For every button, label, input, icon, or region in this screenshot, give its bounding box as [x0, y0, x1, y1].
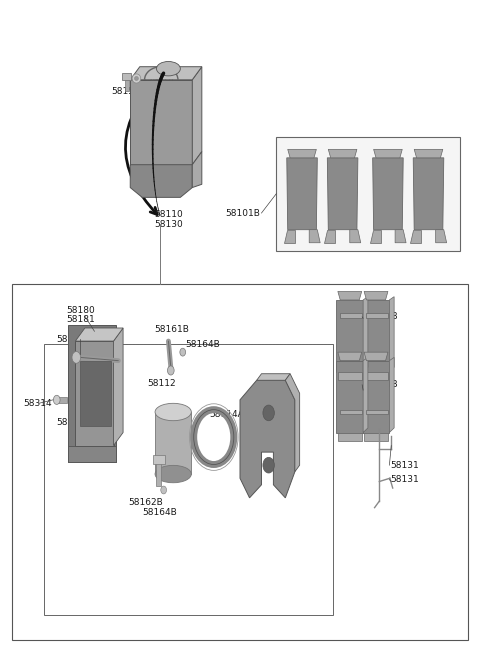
Polygon shape: [366, 313, 388, 318]
Polygon shape: [373, 150, 402, 158]
Polygon shape: [153, 455, 165, 464]
Polygon shape: [338, 432, 362, 441]
Polygon shape: [130, 165, 192, 197]
Text: 58131: 58131: [390, 461, 419, 470]
Polygon shape: [284, 230, 295, 243]
Polygon shape: [130, 67, 202, 80]
Polygon shape: [364, 352, 388, 361]
Polygon shape: [75, 328, 123, 341]
Text: 58112: 58112: [147, 379, 176, 388]
Circle shape: [180, 348, 186, 356]
Ellipse shape: [156, 62, 180, 76]
Circle shape: [72, 352, 81, 363]
Text: 58180: 58180: [66, 306, 95, 315]
Text: 58144B: 58144B: [363, 312, 398, 321]
Ellipse shape: [134, 77, 138, 81]
Text: 58181: 58181: [66, 315, 95, 324]
Text: 58101B: 58101B: [226, 209, 261, 218]
Polygon shape: [309, 230, 320, 243]
Polygon shape: [80, 361, 111, 426]
Text: 58125F: 58125F: [56, 419, 90, 427]
Polygon shape: [327, 158, 358, 230]
Bar: [44, 344, 333, 615]
Polygon shape: [410, 230, 421, 243]
Ellipse shape: [132, 74, 141, 83]
Polygon shape: [324, 230, 336, 243]
Polygon shape: [336, 300, 363, 372]
Polygon shape: [389, 297, 394, 372]
Polygon shape: [240, 380, 295, 498]
Text: 58110: 58110: [154, 211, 183, 220]
Text: 58144B: 58144B: [363, 380, 398, 389]
Polygon shape: [436, 230, 446, 243]
Text: 58161B: 58161B: [154, 325, 189, 335]
Text: 58162B: 58162B: [128, 498, 163, 507]
Polygon shape: [192, 152, 202, 188]
Ellipse shape: [155, 465, 192, 483]
Polygon shape: [363, 300, 389, 372]
Polygon shape: [257, 374, 290, 380]
Text: 58114A: 58114A: [209, 410, 244, 419]
Polygon shape: [68, 325, 116, 462]
Polygon shape: [370, 230, 381, 243]
Polygon shape: [338, 291, 362, 300]
Polygon shape: [336, 361, 363, 432]
Circle shape: [263, 405, 275, 420]
Polygon shape: [130, 80, 192, 165]
Polygon shape: [363, 361, 389, 432]
Polygon shape: [114, 328, 123, 445]
Polygon shape: [338, 352, 362, 361]
Polygon shape: [58, 397, 67, 403]
Polygon shape: [350, 230, 361, 243]
Polygon shape: [75, 341, 114, 445]
Polygon shape: [340, 313, 362, 318]
Polygon shape: [68, 445, 116, 462]
Polygon shape: [364, 432, 388, 441]
Polygon shape: [389, 358, 394, 432]
Polygon shape: [364, 372, 388, 380]
Polygon shape: [288, 150, 316, 158]
Text: 58131: 58131: [390, 475, 419, 484]
Polygon shape: [364, 291, 388, 300]
Text: 58163B: 58163B: [56, 335, 91, 344]
Polygon shape: [363, 297, 368, 372]
Polygon shape: [338, 372, 362, 380]
Polygon shape: [414, 150, 443, 158]
Polygon shape: [156, 460, 161, 486]
Text: 58130: 58130: [154, 220, 183, 229]
Text: 58314: 58314: [23, 399, 51, 407]
Text: 58164B: 58164B: [142, 508, 177, 517]
Polygon shape: [372, 158, 403, 230]
Text: 1360GJ: 1360GJ: [142, 74, 175, 83]
Polygon shape: [287, 158, 317, 230]
Polygon shape: [413, 158, 444, 230]
Circle shape: [168, 366, 174, 375]
Polygon shape: [121, 73, 131, 81]
Circle shape: [263, 457, 275, 473]
Text: 58164B: 58164B: [185, 340, 220, 350]
Polygon shape: [125, 81, 129, 91]
Polygon shape: [155, 412, 192, 474]
Polygon shape: [285, 374, 300, 472]
Polygon shape: [363, 358, 368, 432]
Text: 58151B: 58151B: [111, 87, 146, 96]
Polygon shape: [328, 150, 357, 158]
Circle shape: [53, 396, 60, 405]
Polygon shape: [192, 67, 202, 165]
Ellipse shape: [155, 403, 192, 420]
Polygon shape: [395, 230, 406, 243]
Circle shape: [161, 486, 167, 494]
Polygon shape: [366, 409, 388, 414]
Polygon shape: [340, 409, 362, 414]
Bar: [276, 136, 459, 251]
Bar: [12, 284, 468, 640]
